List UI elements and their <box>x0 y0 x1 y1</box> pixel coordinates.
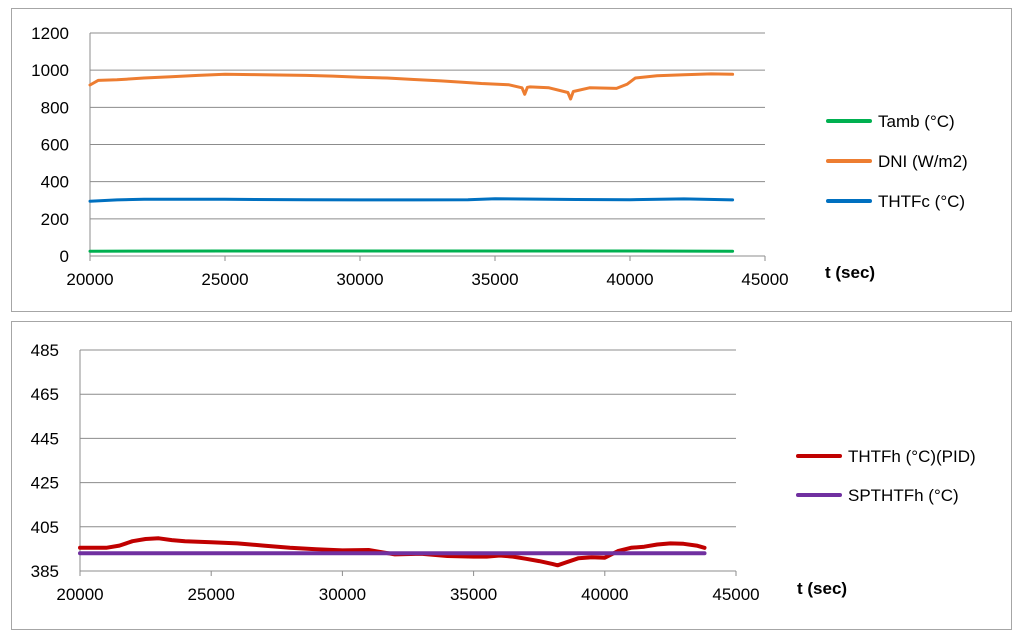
x-tick-label: 20000 <box>66 270 113 289</box>
y-tick-label: 465 <box>31 385 59 404</box>
x-tick-label: 45000 <box>741 270 788 289</box>
y-tick-label: 445 <box>31 429 59 448</box>
series-line-1-3 <box>88 197 735 203</box>
legend-label: Tamb (°C) <box>878 112 955 131</box>
x-tick-label: 25000 <box>201 270 248 289</box>
x-tick-label: 30000 <box>319 585 366 604</box>
x-axis-title: t (sec) <box>797 579 847 598</box>
y-tick-label: 200 <box>41 210 69 229</box>
x-tick-label: 30000 <box>336 270 383 289</box>
y-tick-label: 600 <box>41 136 69 155</box>
series-line-2-1 <box>78 536 707 568</box>
y-tick-label: 1000 <box>31 61 69 80</box>
series-line-1-2 <box>88 72 735 101</box>
x-tick-label: 45000 <box>712 585 759 604</box>
legend-label: THTFc (°C) <box>878 192 965 211</box>
legend-label: THTFh (°C)(PID) <box>848 447 976 466</box>
legend-label: SPTHTFh (°C) <box>848 486 959 505</box>
chart-2: 385 405 425 445 465 485 20000 25000 30000 35000 40… <box>31 341 976 604</box>
x-tick-label: 35000 <box>450 585 497 604</box>
x-tick-label: 40000 <box>606 270 653 289</box>
x-axis-title: t (sec) <box>825 263 875 282</box>
chart-1: 0 200 400 600 800 1000 1200 20000 25000 30000 3500… <box>31 24 968 289</box>
x-tick-label: 40000 <box>581 585 628 604</box>
y-tick-label: 1200 <box>31 24 69 43</box>
y-tick-label: 400 <box>41 173 69 192</box>
y-tick-label: 425 <box>31 474 59 493</box>
y-tick-label: 385 <box>31 562 59 581</box>
y-tick-label: 0 <box>60 247 69 266</box>
legend-label: DNI (W/m2) <box>878 152 968 171</box>
x-tick-label: 35000 <box>471 270 518 289</box>
y-tick-label: 485 <box>31 341 59 360</box>
y-tick-label: 405 <box>31 518 59 537</box>
bottom-chart-panel <box>11 321 1012 630</box>
x-tick-label: 20000 <box>56 585 103 604</box>
y-tick-label: 800 <box>41 98 69 117</box>
x-tick-label: 25000 <box>188 585 235 604</box>
